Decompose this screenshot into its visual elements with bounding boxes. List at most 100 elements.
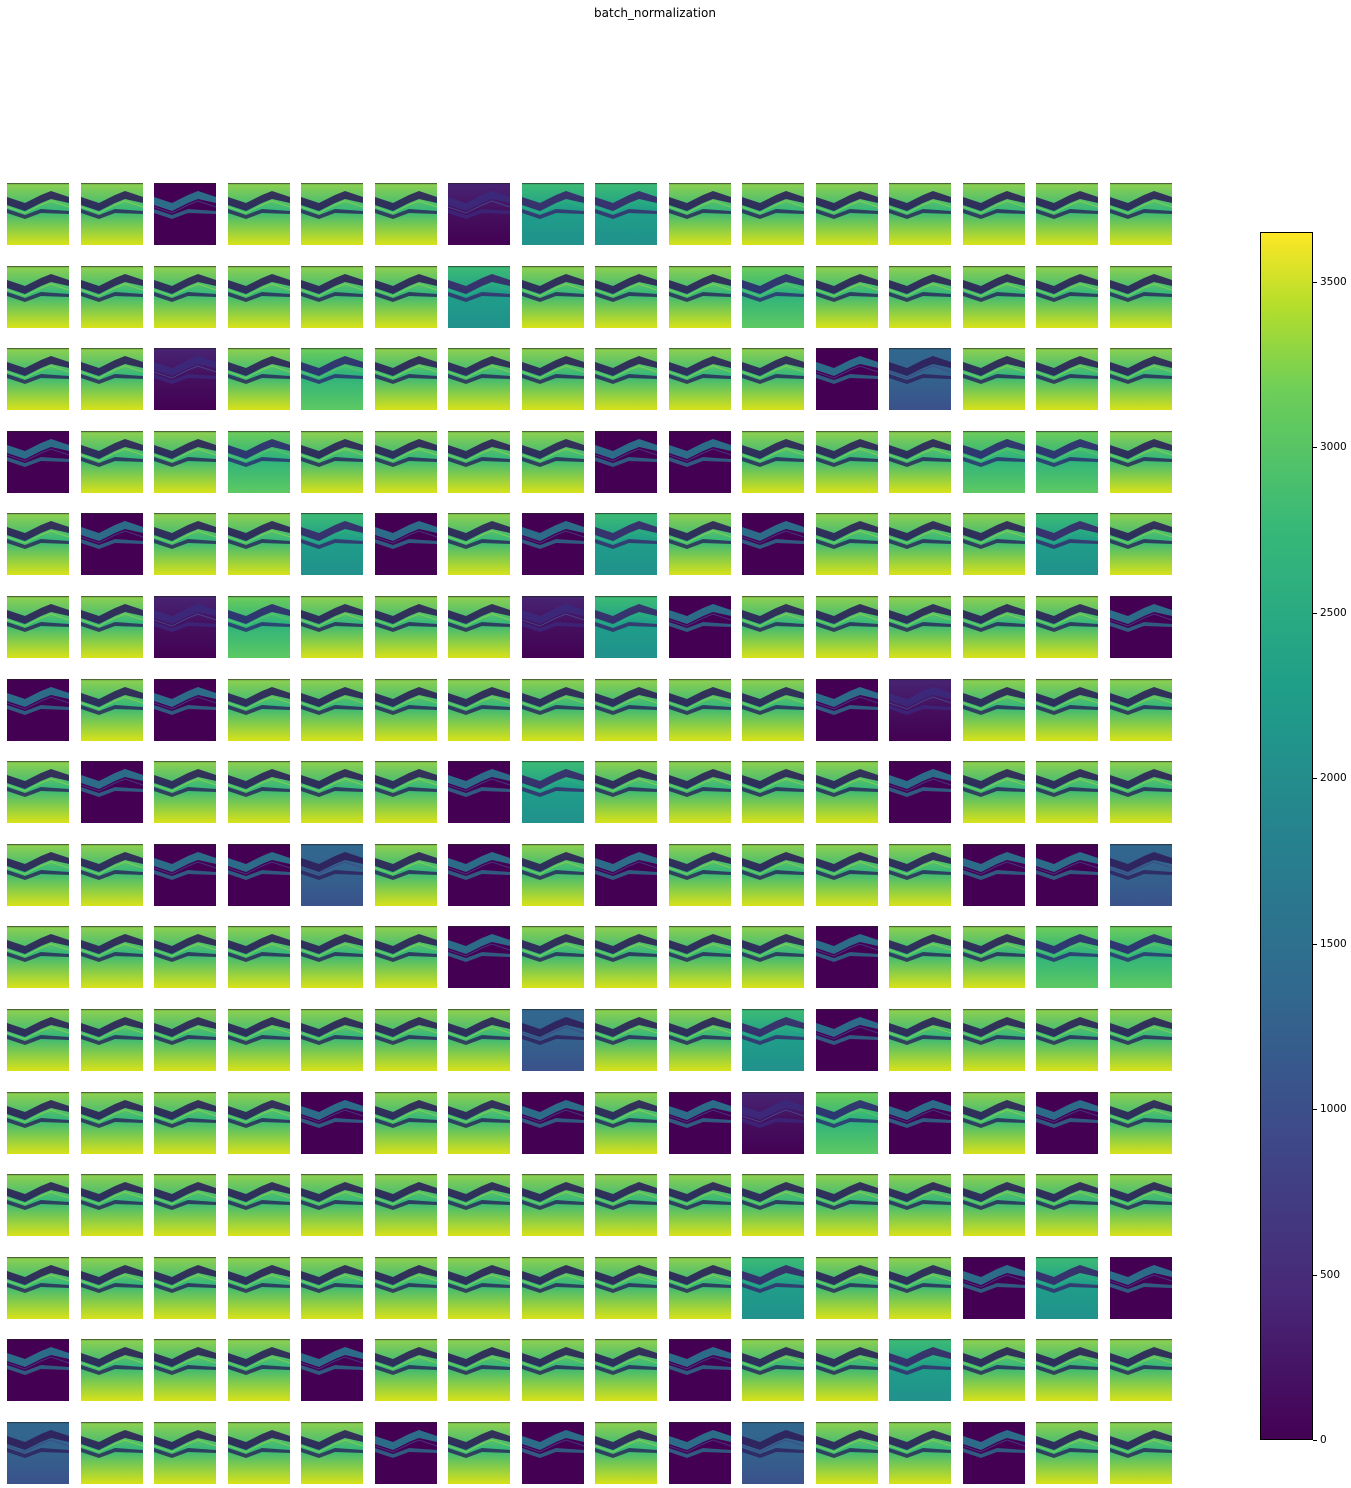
feature-map-tile — [448, 679, 510, 741]
feature-map-tile — [1110, 1092, 1172, 1154]
feature-map-tile — [963, 1092, 1025, 1154]
feature-map-tile — [522, 1174, 584, 1236]
feature-map-tile — [595, 1339, 657, 1401]
feature-map-tile — [963, 183, 1025, 245]
feature-map-tile — [742, 431, 804, 493]
feature-map-tile — [669, 679, 731, 741]
feature-map-tile — [228, 926, 290, 988]
feature-map-tile — [595, 348, 657, 410]
feature-map-tile — [742, 348, 804, 410]
feature-map-tile — [228, 1257, 290, 1319]
feature-map-tile — [1036, 513, 1098, 575]
feature-map-tile — [889, 431, 951, 493]
feature-map-tile — [669, 1339, 731, 1401]
feature-map-tile — [1036, 266, 1098, 328]
feature-map-tile — [963, 1257, 1025, 1319]
feature-map-tile — [742, 1092, 804, 1154]
feature-map-tile — [7, 431, 69, 493]
feature-map-tile — [301, 926, 363, 988]
feature-map-tile — [522, 513, 584, 575]
feature-map-tile — [375, 761, 437, 823]
feature-map-tile — [1036, 844, 1098, 906]
feature-map-tile — [669, 1257, 731, 1319]
feature-map-tile — [154, 679, 216, 741]
feature-map-tile — [81, 183, 143, 245]
feature-map-tile — [81, 1009, 143, 1071]
feature-map-tile — [816, 431, 878, 493]
figure-title: batch_normalization — [594, 6, 716, 20]
feature-map-tile — [375, 1092, 437, 1154]
feature-map-tile — [7, 1257, 69, 1319]
colorbar-tick-mark — [1313, 778, 1317, 780]
feature-map-tile — [595, 431, 657, 493]
feature-map-tile — [595, 926, 657, 988]
feature-map-tile — [7, 1339, 69, 1401]
feature-map-tile — [742, 183, 804, 245]
feature-map-tile — [301, 431, 363, 493]
feature-map-tile — [1110, 513, 1172, 575]
feature-map-tile — [7, 596, 69, 658]
feature-map-tile — [448, 1009, 510, 1071]
feature-map-tile — [448, 1339, 510, 1401]
feature-map-tile — [1110, 1339, 1172, 1401]
feature-map-tile — [816, 844, 878, 906]
feature-map-tile — [889, 1339, 951, 1401]
feature-map-tile — [522, 266, 584, 328]
colorbar-tick-label: 0 — [1320, 1434, 1327, 1446]
feature-map-tile — [816, 1339, 878, 1401]
feature-map-tile — [742, 1422, 804, 1484]
feature-map-tile — [448, 183, 510, 245]
feature-map-tile — [7, 1009, 69, 1071]
feature-map-tile — [595, 679, 657, 741]
feature-map-tile — [742, 266, 804, 328]
feature-map-tile — [669, 431, 731, 493]
feature-map-tile — [1036, 596, 1098, 658]
colorbar-tick-mark — [1313, 281, 1317, 283]
colorbar-tick-mark — [1313, 943, 1317, 945]
colorbar-gradient — [1260, 232, 1313, 1440]
feature-map-tile — [963, 1422, 1025, 1484]
feature-map-tile — [228, 183, 290, 245]
feature-map-tile — [742, 926, 804, 988]
feature-map-tile — [81, 266, 143, 328]
feature-map-tile — [963, 1174, 1025, 1236]
feature-map-tile — [669, 761, 731, 823]
feature-map-tile — [81, 1257, 143, 1319]
colorbar: 0 500 1000 1500 2000 2500 3000 3500 — [1250, 220, 1351, 1450]
feature-map-tile — [1110, 183, 1172, 245]
feature-map-tile — [669, 844, 731, 906]
feature-map-tile — [889, 266, 951, 328]
feature-map-tile — [816, 1257, 878, 1319]
feature-map-tile — [522, 679, 584, 741]
feature-map-tile — [448, 761, 510, 823]
feature-map-tile — [448, 596, 510, 658]
feature-map-tile — [1036, 1092, 1098, 1154]
feature-map-tile — [7, 183, 69, 245]
feature-map-tile — [963, 348, 1025, 410]
feature-map-tile — [816, 266, 878, 328]
feature-map-tile — [7, 348, 69, 410]
feature-map-tile — [81, 1092, 143, 1154]
feature-map-tile — [889, 596, 951, 658]
feature-map-tile — [742, 761, 804, 823]
colorbar-tick-label: 1500 — [1320, 937, 1347, 950]
feature-map-tile — [816, 1092, 878, 1154]
colorbar-tick-mark — [1313, 1440, 1317, 1441]
feature-map-tile — [1036, 348, 1098, 410]
feature-map-tile — [228, 1339, 290, 1401]
feature-map-tile — [742, 596, 804, 658]
feature-map-tile — [81, 1174, 143, 1236]
feature-map-tile — [154, 513, 216, 575]
feature-map-tile — [448, 1174, 510, 1236]
feature-map-tile — [228, 513, 290, 575]
feature-map-tile — [742, 844, 804, 906]
feature-map-tile — [301, 183, 363, 245]
feature-map-tile — [522, 1422, 584, 1484]
feature-map-tile — [595, 1174, 657, 1236]
feature-map-tile — [1036, 431, 1098, 493]
feature-map-tile — [595, 266, 657, 328]
feature-map-tile — [963, 431, 1025, 493]
feature-map-tile — [522, 596, 584, 658]
feature-map-tile — [742, 679, 804, 741]
colorbar-tick-label: 3000 — [1320, 441, 1347, 454]
